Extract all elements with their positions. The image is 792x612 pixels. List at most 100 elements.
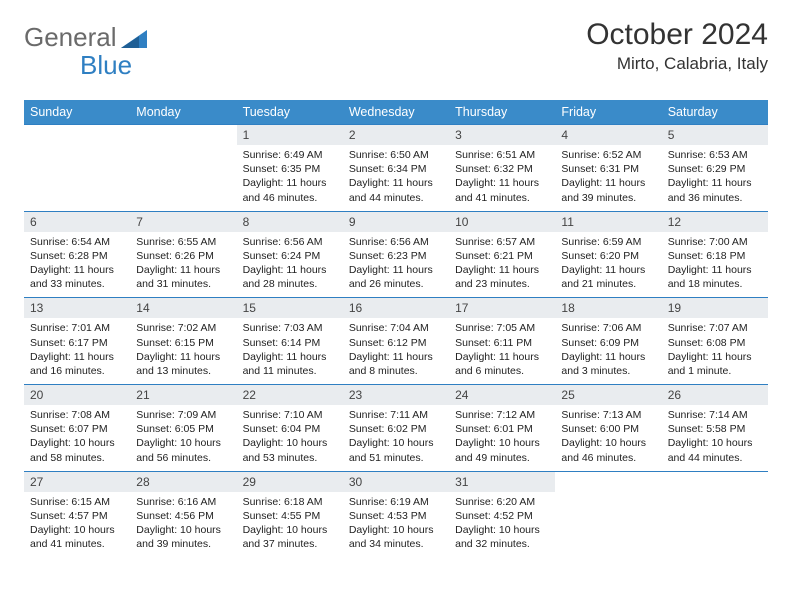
- day-number: 2: [343, 125, 449, 145]
- daylight-text: Daylight: 10 hours and 39 minutes.: [136, 523, 230, 551]
- calendar-day-cell: 26Sunrise: 7:14 AMSunset: 5:58 PMDayligh…: [662, 385, 768, 472]
- daylight-text: Daylight: 10 hours and 58 minutes.: [30, 436, 124, 464]
- sunrise-text: Sunrise: 7:03 AM: [243, 321, 337, 335]
- calendar-day-cell: 28Sunrise: 6:16 AMSunset: 4:56 PMDayligh…: [130, 471, 236, 557]
- sunset-text: Sunset: 6:20 PM: [561, 249, 655, 263]
- day-details: Sunrise: 6:53 AMSunset: 6:29 PMDaylight:…: [662, 145, 768, 211]
- daylight-text: Daylight: 10 hours and 49 minutes.: [455, 436, 549, 464]
- day-details: Sunrise: 6:55 AMSunset: 6:26 PMDaylight:…: [130, 232, 236, 298]
- day-details: Sunrise: 7:04 AMSunset: 6:12 PMDaylight:…: [343, 318, 449, 384]
- weekday-header: Tuesday: [237, 100, 343, 125]
- sunrise-text: Sunrise: 6:19 AM: [349, 495, 443, 509]
- day-number: 11: [555, 212, 661, 232]
- calendar-day-cell: 29Sunrise: 6:18 AMSunset: 4:55 PMDayligh…: [237, 471, 343, 557]
- day-number: 9: [343, 212, 449, 232]
- daylight-text: Daylight: 10 hours and 53 minutes.: [243, 436, 337, 464]
- day-details: Sunrise: 6:51 AMSunset: 6:32 PMDaylight:…: [449, 145, 555, 211]
- daylight-text: Daylight: 11 hours and 33 minutes.: [30, 263, 124, 291]
- calendar-day-cell: 17Sunrise: 7:05 AMSunset: 6:11 PMDayligh…: [449, 298, 555, 385]
- calendar-day-cell: 25Sunrise: 7:13 AMSunset: 6:00 PMDayligh…: [555, 385, 661, 472]
- sunset-text: Sunset: 4:57 PM: [30, 509, 124, 523]
- day-details: Sunrise: 6:57 AMSunset: 6:21 PMDaylight:…: [449, 232, 555, 298]
- calendar-day-cell: 5Sunrise: 6:53 AMSunset: 6:29 PMDaylight…: [662, 125, 768, 212]
- month-title: October 2024: [586, 18, 768, 52]
- daylight-text: Daylight: 11 hours and 44 minutes.: [349, 176, 443, 204]
- daylight-text: Daylight: 11 hours and 39 minutes.: [561, 176, 655, 204]
- daylight-text: Daylight: 10 hours and 37 minutes.: [243, 523, 337, 551]
- day-details: Sunrise: 6:52 AMSunset: 6:31 PMDaylight:…: [555, 145, 661, 211]
- calendar-day-cell: [555, 471, 661, 557]
- calendar-day-cell: 18Sunrise: 7:06 AMSunset: 6:09 PMDayligh…: [555, 298, 661, 385]
- sunset-text: Sunset: 6:34 PM: [349, 162, 443, 176]
- logo: General: [24, 22, 149, 53]
- day-number: 24: [449, 385, 555, 405]
- day-number: 7: [130, 212, 236, 232]
- day-details: Sunrise: 6:15 AMSunset: 4:57 PMDaylight:…: [24, 492, 130, 558]
- day-details: Sunrise: 6:54 AMSunset: 6:28 PMDaylight:…: [24, 232, 130, 298]
- sunrise-text: Sunrise: 6:20 AM: [455, 495, 549, 509]
- sunset-text: Sunset: 6:24 PM: [243, 249, 337, 263]
- daylight-text: Daylight: 10 hours and 44 minutes.: [668, 436, 762, 464]
- day-number: 8: [237, 212, 343, 232]
- sunset-text: Sunset: 6:29 PM: [668, 162, 762, 176]
- sunset-text: Sunset: 6:14 PM: [243, 336, 337, 350]
- calendar-day-cell: 3Sunrise: 6:51 AMSunset: 6:32 PMDaylight…: [449, 125, 555, 212]
- sunrise-text: Sunrise: 6:55 AM: [136, 235, 230, 249]
- sunrise-text: Sunrise: 7:11 AM: [349, 408, 443, 422]
- calendar-week-row: 20Sunrise: 7:08 AMSunset: 6:07 PMDayligh…: [24, 385, 768, 472]
- day-number: [662, 472, 768, 478]
- day-details: Sunrise: 6:59 AMSunset: 6:20 PMDaylight:…: [555, 232, 661, 298]
- daylight-text: Daylight: 11 hours and 3 minutes.: [561, 350, 655, 378]
- calendar-day-cell: 31Sunrise: 6:20 AMSunset: 4:52 PMDayligh…: [449, 471, 555, 557]
- daylight-text: Daylight: 10 hours and 51 minutes.: [349, 436, 443, 464]
- weekday-header: Wednesday: [343, 100, 449, 125]
- day-details: Sunrise: 7:13 AMSunset: 6:00 PMDaylight:…: [555, 405, 661, 471]
- sunset-text: Sunset: 6:18 PM: [668, 249, 762, 263]
- sunset-text: Sunset: 6:09 PM: [561, 336, 655, 350]
- sunrise-text: Sunrise: 7:12 AM: [455, 408, 549, 422]
- sunset-text: Sunset: 4:56 PM: [136, 509, 230, 523]
- calendar-week-row: 27Sunrise: 6:15 AMSunset: 4:57 PMDayligh…: [24, 471, 768, 557]
- daylight-text: Daylight: 11 hours and 23 minutes.: [455, 263, 549, 291]
- calendar-table: Sunday Monday Tuesday Wednesday Thursday…: [24, 100, 768, 557]
- sunrise-text: Sunrise: 7:00 AM: [668, 235, 762, 249]
- day-details: Sunrise: 7:01 AMSunset: 6:17 PMDaylight:…: [24, 318, 130, 384]
- day-number: 29: [237, 472, 343, 492]
- sunset-text: Sunset: 6:11 PM: [455, 336, 549, 350]
- weekday-header: Thursday: [449, 100, 555, 125]
- day-details: Sunrise: 7:10 AMSunset: 6:04 PMDaylight:…: [237, 405, 343, 471]
- day-details: Sunrise: 7:14 AMSunset: 5:58 PMDaylight:…: [662, 405, 768, 471]
- calendar-day-cell: 1Sunrise: 6:49 AMSunset: 6:35 PMDaylight…: [237, 125, 343, 212]
- location: Mirto, Calabria, Italy: [586, 54, 768, 74]
- sunrise-text: Sunrise: 7:08 AM: [30, 408, 124, 422]
- daylight-text: Daylight: 11 hours and 21 minutes.: [561, 263, 655, 291]
- sunset-text: Sunset: 6:35 PM: [243, 162, 337, 176]
- sunrise-text: Sunrise: 7:04 AM: [349, 321, 443, 335]
- day-number: 13: [24, 298, 130, 318]
- daylight-text: Daylight: 10 hours and 41 minutes.: [30, 523, 124, 551]
- daylight-text: Daylight: 11 hours and 13 minutes.: [136, 350, 230, 378]
- sunrise-text: Sunrise: 6:53 AM: [668, 148, 762, 162]
- daylight-text: Daylight: 11 hours and 16 minutes.: [30, 350, 124, 378]
- sunrise-text: Sunrise: 7:10 AM: [243, 408, 337, 422]
- day-number: 4: [555, 125, 661, 145]
- day-details: Sunrise: 7:07 AMSunset: 6:08 PMDaylight:…: [662, 318, 768, 384]
- calendar-week-row: 6Sunrise: 6:54 AMSunset: 6:28 PMDaylight…: [24, 211, 768, 298]
- logo-triangle-icon: [121, 30, 147, 50]
- day-details: Sunrise: 6:19 AMSunset: 4:53 PMDaylight:…: [343, 492, 449, 558]
- calendar-day-cell: 22Sunrise: 7:10 AMSunset: 6:04 PMDayligh…: [237, 385, 343, 472]
- calendar-week-row: 1Sunrise: 6:49 AMSunset: 6:35 PMDaylight…: [24, 125, 768, 212]
- daylight-text: Daylight: 10 hours and 56 minutes.: [136, 436, 230, 464]
- day-number: 17: [449, 298, 555, 318]
- day-details: Sunrise: 6:16 AMSunset: 4:56 PMDaylight:…: [130, 492, 236, 558]
- day-details: Sunrise: 6:56 AMSunset: 6:24 PMDaylight:…: [237, 232, 343, 298]
- day-details: Sunrise: 6:20 AMSunset: 4:52 PMDaylight:…: [449, 492, 555, 558]
- sunrise-text: Sunrise: 7:01 AM: [30, 321, 124, 335]
- daylight-text: Daylight: 11 hours and 1 minute.: [668, 350, 762, 378]
- sunset-text: Sunset: 6:17 PM: [30, 336, 124, 350]
- day-number: [555, 472, 661, 478]
- calendar-day-cell: [24, 125, 130, 212]
- daylight-text: Daylight: 10 hours and 32 minutes.: [455, 523, 549, 551]
- day-details: Sunrise: 6:18 AMSunset: 4:55 PMDaylight:…: [237, 492, 343, 558]
- calendar-day-cell: 2Sunrise: 6:50 AMSunset: 6:34 PMDaylight…: [343, 125, 449, 212]
